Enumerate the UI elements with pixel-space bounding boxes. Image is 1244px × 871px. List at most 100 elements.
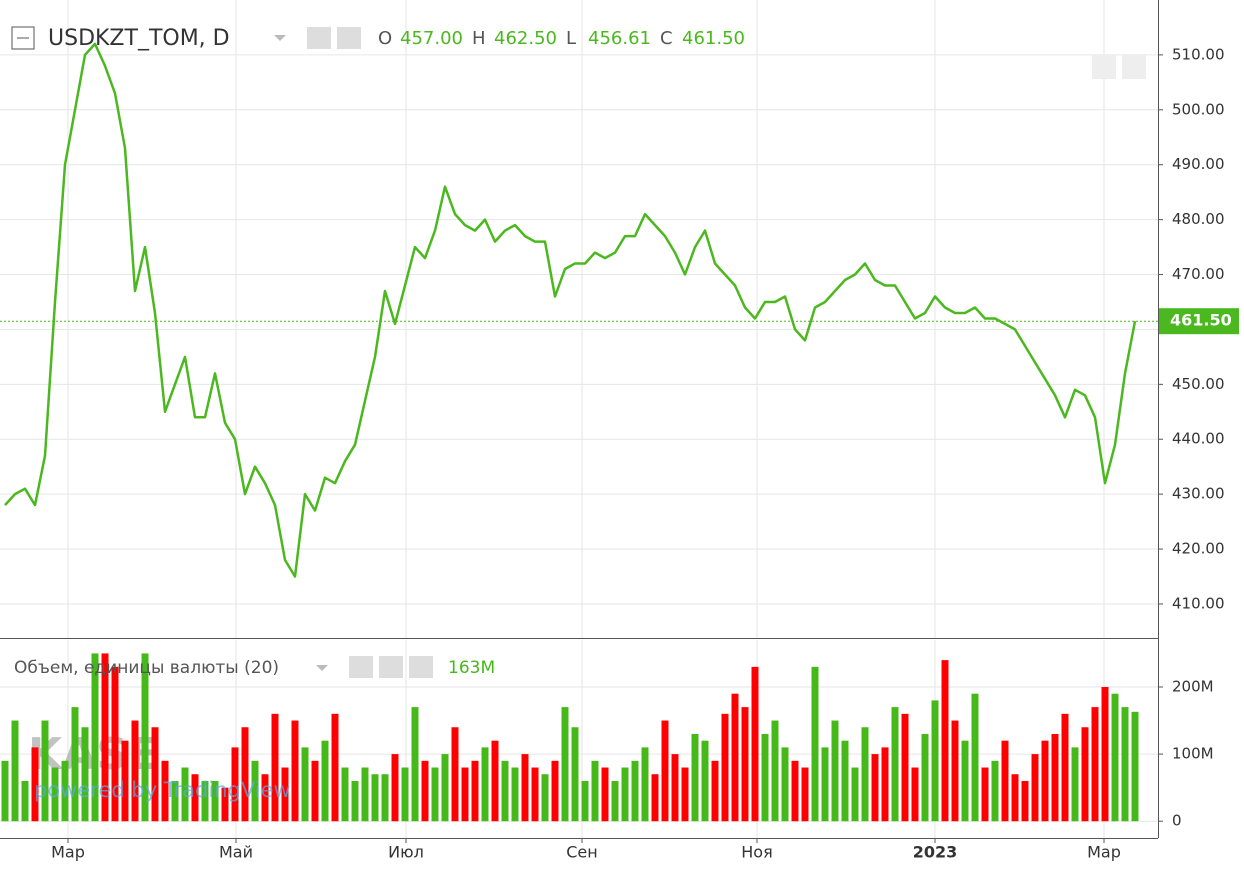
volume-bar (401, 767, 409, 822)
volume-bar (951, 720, 959, 822)
volume-bar (481, 747, 489, 822)
volume-bar (231, 747, 239, 822)
volume-bar (541, 774, 549, 822)
volume-bar (1051, 733, 1059, 822)
volume-bar (581, 780, 589, 822)
y-tick-label: 100M (1172, 745, 1214, 763)
volume-bar (881, 747, 889, 822)
volume-bar (611, 780, 619, 822)
volume-bar (1071, 747, 1079, 822)
x-tick-label: Ноя (741, 843, 772, 862)
volume-bar (411, 707, 419, 822)
volume-bar (731, 693, 739, 822)
volume-bar (1131, 711, 1139, 822)
volume-bar (121, 740, 129, 822)
volume-bar (101, 653, 109, 822)
ohlc-value: 461.50 (682, 28, 745, 49)
volume-bar (1121, 707, 1129, 822)
volume-bar (1111, 693, 1119, 822)
scroll-button[interactable] (1122, 55, 1146, 79)
volume-bar (701, 740, 709, 822)
volume-bar (601, 767, 609, 822)
dropdown-icon[interactable] (316, 665, 328, 671)
volume-bar (641, 747, 649, 822)
volume-bar (271, 713, 279, 822)
volume-bar (861, 727, 869, 822)
volume-bar (851, 767, 859, 822)
volume-bar (671, 754, 679, 822)
volume-bar (551, 760, 559, 822)
volume-bar (141, 653, 149, 822)
marks: KASE (0, 42, 1158, 822)
close-button[interactable] (409, 656, 433, 678)
volume-bar (531, 767, 539, 822)
volume-bar (501, 760, 509, 822)
volume-bar (911, 767, 919, 822)
eye-button[interactable] (307, 27, 331, 49)
settings-button[interactable] (379, 656, 403, 678)
volume-bar (291, 720, 299, 822)
volume-bar (841, 740, 849, 822)
volume-bar (171, 780, 179, 822)
y-tick-label: 450.00 (1172, 375, 1225, 393)
last-price-label: 461.50 (1170, 311, 1232, 330)
ohlc-name: H (472, 28, 486, 49)
volume-bar (1081, 727, 1089, 822)
volume-bar (921, 733, 929, 822)
volume-bar (811, 666, 819, 822)
y-tick-label: 420.00 (1172, 540, 1225, 558)
volume-bar (461, 767, 469, 822)
x-tick-label: Май (219, 843, 253, 862)
volume-bar (41, 720, 49, 822)
volume-bar (991, 760, 999, 822)
ohlc-value: 456.61 (588, 28, 651, 49)
volume-bar (201, 780, 209, 822)
volume-bar (261, 774, 269, 822)
volume-bar (871, 754, 879, 822)
symbol-title: USDKZT_TOM, D (48, 26, 230, 51)
volume-bar (1031, 754, 1039, 822)
volume-bar (311, 760, 319, 822)
x-tick-label: 2023 (913, 843, 958, 862)
y-tick-label: 440.00 (1172, 430, 1225, 448)
y-tick-label: 470.00 (1172, 265, 1225, 283)
volume-bar (781, 747, 789, 822)
volume-bar (981, 767, 989, 822)
price-line (4, 42, 1137, 578)
settings-button[interactable] (337, 27, 361, 49)
volume-bar (631, 760, 639, 822)
volume-bar (961, 740, 969, 822)
volume-bar (421, 760, 429, 822)
volume-bar (111, 666, 119, 822)
volume-bar (431, 767, 439, 822)
volume-bar (691, 733, 699, 822)
volume-bar (241, 727, 249, 822)
y-tick-label: 410.00 (1172, 594, 1225, 612)
scroll-button[interactable] (1092, 55, 1116, 79)
volume-bar (621, 767, 629, 822)
volume-bar (971, 693, 979, 822)
volume-bar (741, 707, 749, 822)
volume-bar (131, 720, 139, 822)
volume-bar (301, 747, 309, 822)
volume-bar (11, 720, 19, 822)
overlay: Мар Май Июл Сен Ноя 2023 Мар 410.00 420.00 430.00… (34, 28, 1239, 862)
volume-last-label: 163M (448, 658, 495, 678)
volume-bar (711, 760, 719, 822)
volume-bar (441, 754, 449, 822)
eye-button[interactable] (349, 656, 373, 678)
ohlc-value: 462.50 (494, 28, 557, 49)
ohlc-name: O (378, 28, 392, 49)
volume-bar (71, 707, 79, 822)
y-tick-label: 480.00 (1172, 210, 1225, 228)
volume-bar (1001, 740, 1009, 822)
volume-title: Объем, единицы валюты (20) (14, 658, 279, 678)
volume-bar (321, 740, 329, 822)
ohlc-value: 457.00 (400, 28, 463, 49)
volume-bar (561, 707, 569, 822)
volume-bar (831, 720, 839, 822)
watermark-credit: powered by TradingView (34, 778, 291, 802)
dropdown-icon[interactable] (274, 35, 286, 41)
